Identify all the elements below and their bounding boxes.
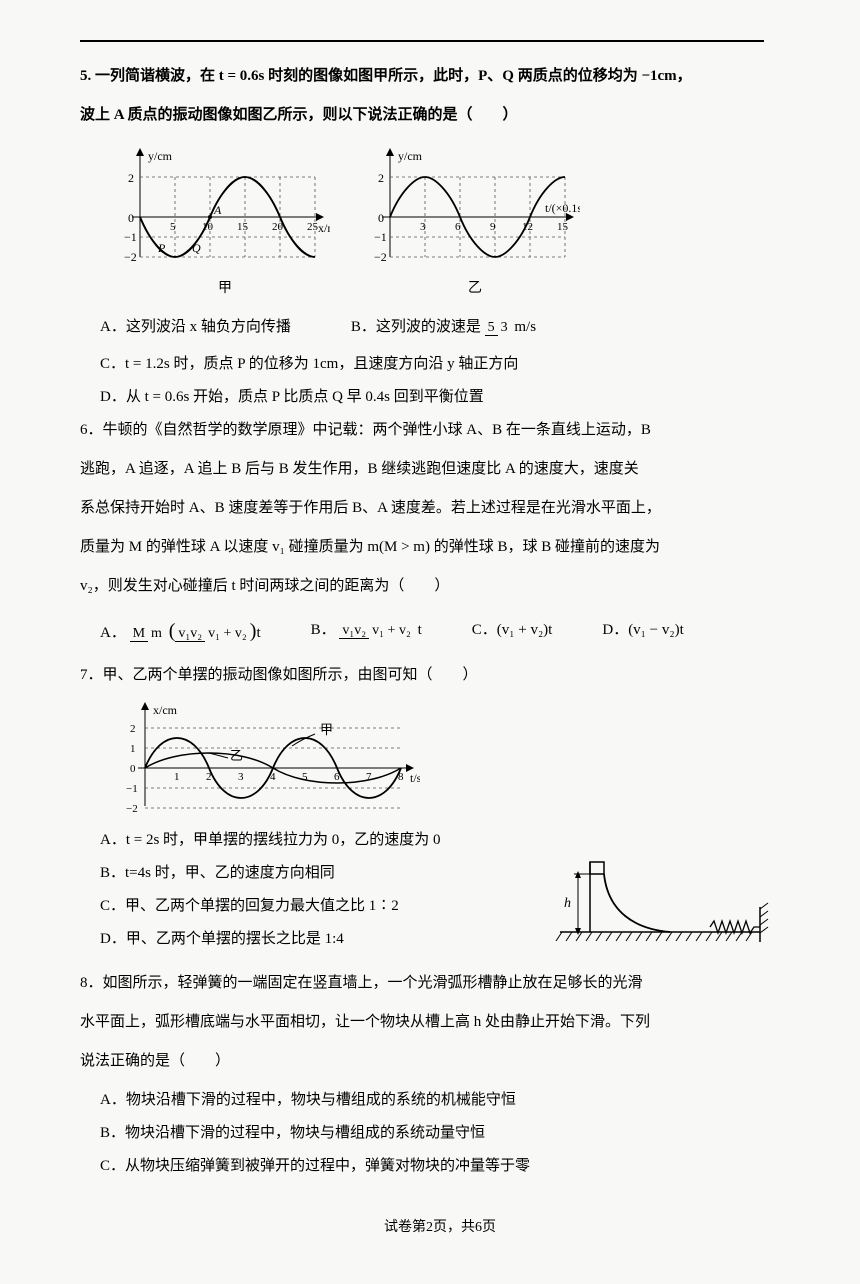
q8-line1: 8．如图所示，轻弹簧的一端固定在竖直墙上，一个光滑弧形槽静止放在足够长的光滑	[80, 967, 800, 1000]
q8-figure: h	[550, 857, 770, 957]
svg-text:3: 3	[420, 221, 426, 233]
svg-text:t/s: t/s	[410, 771, 420, 785]
svg-text:乙: 乙	[230, 748, 243, 763]
svg-text:25: 25	[307, 221, 319, 233]
svg-text:−1: −1	[124, 230, 137, 244]
page-footer: 试卷第2页，共6页	[80, 1213, 800, 1244]
svg-text:x/m: x/m	[318, 221, 330, 235]
svg-text:甲: 甲	[320, 722, 333, 737]
q8-line3: 说法正确的是（ ）	[80, 1045, 800, 1078]
svg-text:2: 2	[130, 723, 136, 735]
q5-opt-d: D．从 t = 0.6s 开始，质点 P 比质点 Q 早 0.4s 回到平衡位置	[100, 381, 800, 414]
q7-opt-a: A．t = 2s 时，甲单摆的摆线拉力为 0，乙的速度为 0	[100, 824, 800, 857]
svg-text:−1: −1	[126, 783, 138, 795]
svg-text:P: P	[157, 241, 166, 255]
svg-text:6: 6	[455, 221, 461, 233]
q6-opt-c: C．(v₁ + v₂)t	[472, 614, 553, 647]
q8-opt-c: C．从物块压缩弹簧到被弹开的过程中，弹簧对物块的冲量等于零	[100, 1150, 800, 1183]
svg-text:0: 0	[378, 211, 384, 225]
q6-line1: 6．牛顿的《自然哲学的数学原理》中记载：两个弹性小球 A、B 在一条直线上运动，…	[80, 414, 800, 447]
svg-text:−2: −2	[126, 803, 138, 815]
svg-text:0: 0	[128, 211, 134, 225]
q5-fig1-caption: 甲	[120, 274, 330, 305]
q5-fig2-caption: 乙	[370, 274, 580, 305]
svg-text:15: 15	[557, 221, 569, 233]
q5-stem-b: 波上 A 质点的振动图像如图乙所示，则以下说法正确的是（ ）	[80, 99, 800, 132]
svg-text:3: 3	[238, 771, 244, 783]
svg-text:9: 9	[490, 221, 496, 233]
q6-opt-a: A． Mm (v₁v₂v₁ + v₂)t	[100, 609, 261, 653]
q8-line2: 水平面上，弧形槽底端与水平面相切，让一个物块从槽上高 h 处由静止开始下滑。下列	[80, 1006, 800, 1039]
q5-opt-a: A．这列波沿 x 轴负方向传播	[100, 311, 291, 344]
q6-line2: 逃跑，A 追逐，A 追上 B 后与 B 发生作用，B 继续逃跑但速度比 A 的速…	[80, 453, 800, 486]
q6-opt-b: B． v₁v₂v₁ + v₂ t	[311, 614, 422, 647]
svg-text:−2: −2	[124, 250, 137, 264]
svg-text:Q: Q	[192, 241, 201, 255]
svg-text:x/cm: x/cm	[153, 703, 178, 717]
svg-text:h: h	[564, 896, 571, 911]
svg-text:0: 0	[130, 763, 136, 775]
q5-figure-1: y/cm 2 0 −1 −2 5 10 15 20 25 x/m P Q A 甲	[120, 142, 330, 305]
svg-text:2: 2	[378, 171, 384, 185]
svg-text:−1: −1	[374, 230, 387, 244]
svg-text:12: 12	[522, 221, 533, 233]
svg-text:t/(×0.1s): t/(×0.1s)	[545, 201, 580, 215]
svg-text:1: 1	[174, 771, 180, 783]
svg-text:y/cm: y/cm	[148, 149, 173, 163]
q5-figure-2: y/cm 2 0 −1 −2 3 6 9 12 15 t/(×0.1s) 乙	[370, 142, 580, 305]
q5-opt-b: B．这列波的波速是 53 m/s	[351, 311, 536, 344]
q7-stem: 7．甲、乙两个单摆的振动图像如图所示，由图可知（ ）	[80, 659, 800, 692]
q6-line3: 系总保持开始时 A、B 速度差等于作用后 B、A 速度差。若上述过程是在光滑水平…	[80, 492, 800, 525]
svg-text:20: 20	[272, 221, 284, 233]
svg-text:A: A	[213, 203, 222, 217]
q6-line4: 质量为 M 的弹性球 A 以速度 v₁ 碰撞质量为 m(M > m) 的弹性球 …	[80, 531, 800, 564]
q8-opt-a: A．物块沿槽下滑的过程中，物块与槽组成的系统的机械能守恒	[100, 1084, 800, 1117]
q7-figure: 123 456 78 2 1 0 −1 −2 x/cm t/s 甲 乙	[120, 698, 800, 818]
svg-text:2: 2	[128, 171, 134, 185]
svg-text:15: 15	[237, 221, 249, 233]
q6-line5: v₂，则发生对心碰撞后 t 时间两球之间的距离为（ ）	[80, 570, 800, 603]
q5-opt-c: C．t = 1.2s 时，质点 P 的位移为 1cm，且速度方向沿 y 轴正方向	[100, 348, 800, 381]
svg-text:y/cm: y/cm	[398, 149, 423, 163]
svg-text:1: 1	[130, 743, 136, 755]
q8-opt-b: B．物块沿槽下滑的过程中，物块与槽组成的系统动量守恒	[100, 1117, 800, 1150]
q5-stem-a: 5. 一列简谐横波，在 t = 0.6s 时刻的图像如图甲所示，此时，P、Q 两…	[80, 60, 800, 93]
svg-text:10: 10	[202, 221, 214, 233]
svg-text:−2: −2	[374, 250, 387, 264]
svg-text:5: 5	[170, 221, 176, 233]
q6-opt-d: D．(v₁ − v₂)t	[602, 614, 683, 647]
